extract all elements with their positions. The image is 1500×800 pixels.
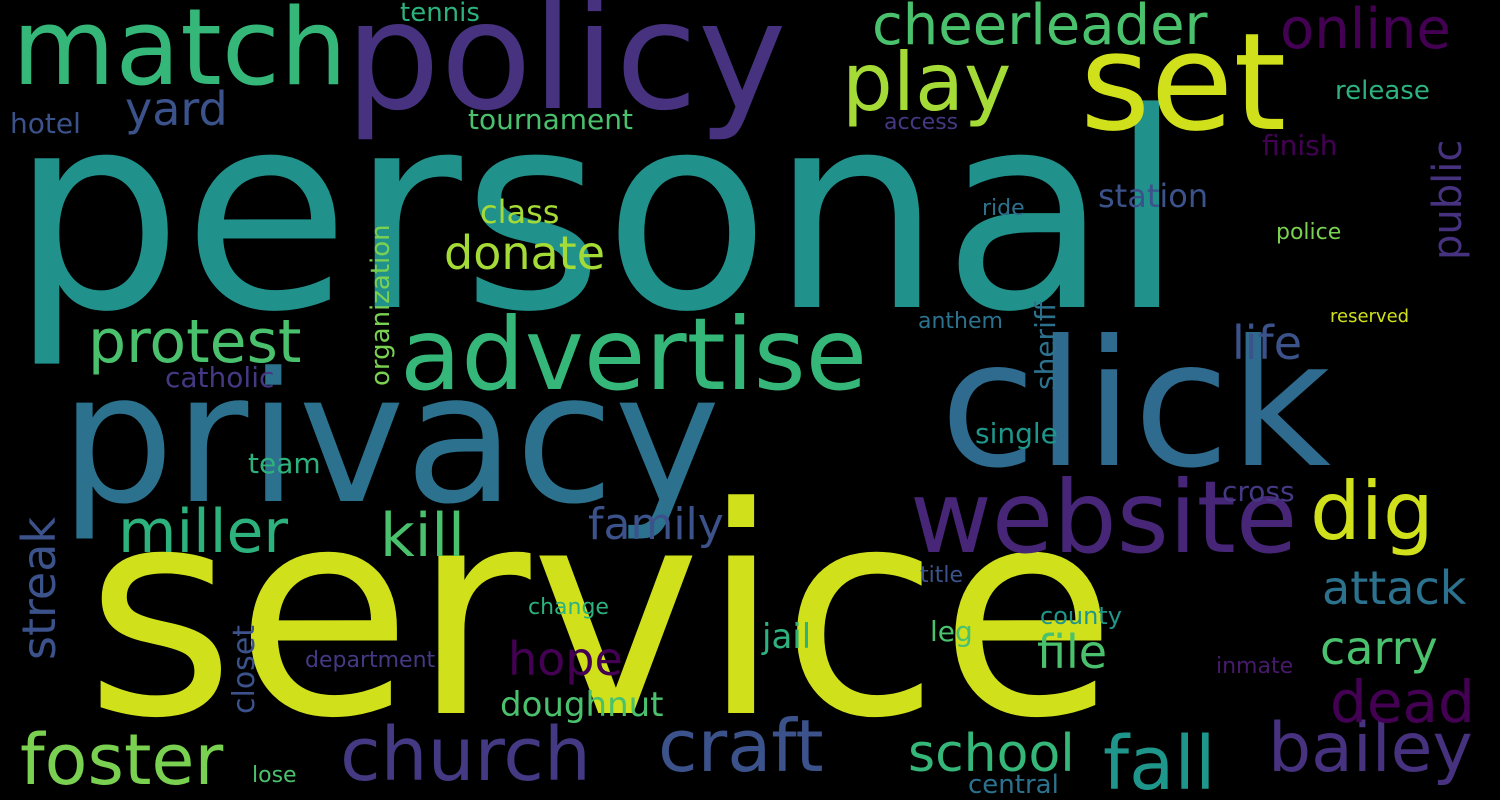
word-closet: closet xyxy=(227,624,262,714)
word-bailey: bailey xyxy=(1268,709,1473,788)
word-dig: dig xyxy=(1310,465,1434,558)
word-advertise: advertise xyxy=(400,296,868,413)
word-website: website xyxy=(910,459,1298,576)
word-hotel: hotel xyxy=(10,107,81,140)
word-jail: jail xyxy=(762,617,812,657)
word-file: file xyxy=(1037,625,1108,679)
word-lose: lose xyxy=(252,763,297,788)
word-department: department xyxy=(305,648,436,673)
word-cross: cross xyxy=(1222,475,1295,508)
word-hope: hope xyxy=(508,632,623,686)
word-sheriff: sheriff xyxy=(1029,301,1062,390)
word-click: click xyxy=(940,304,1332,507)
word-doughnut: doughnut xyxy=(500,685,664,725)
word-finish: finish xyxy=(1262,129,1338,162)
word-county: county xyxy=(1040,602,1122,630)
word-match: match xyxy=(12,0,348,109)
word-policy: policy xyxy=(345,0,787,144)
word-school: school xyxy=(908,724,1075,784)
word-kill: kill xyxy=(380,501,465,571)
word-church: church xyxy=(340,712,591,798)
word-yard: yard xyxy=(125,82,228,136)
word-dead: dead xyxy=(1330,668,1475,736)
word-organization: organization xyxy=(366,224,396,386)
word-foster: foster xyxy=(20,719,224,800)
word-service: service xyxy=(85,446,1117,781)
word-craft: craft xyxy=(658,704,824,788)
word-release: release xyxy=(1335,76,1430,106)
word-change: change xyxy=(528,595,609,620)
word-life: life xyxy=(1232,316,1303,370)
word-single: single xyxy=(975,417,1058,450)
word-class: class xyxy=(480,193,560,231)
word-central: central xyxy=(968,770,1059,800)
word-leg: leg xyxy=(930,615,973,648)
word-cheerleader: cheerleader xyxy=(872,0,1208,58)
word-family: family xyxy=(588,499,724,550)
word-privacy: privacy xyxy=(60,335,721,544)
word-station: station xyxy=(1098,177,1209,215)
word-title: title xyxy=(920,563,964,588)
word-protest: protest xyxy=(88,307,302,377)
word-access: access xyxy=(884,110,959,135)
word-tournament: tournament xyxy=(468,103,634,136)
word-carry: carry xyxy=(1320,621,1438,675)
word-inmate: inmate xyxy=(1216,654,1294,679)
word-fall: fall xyxy=(1103,721,1216,800)
word-public: public xyxy=(1425,139,1471,260)
word-team: team xyxy=(248,447,321,480)
word-play: play xyxy=(842,36,1012,129)
word-donate: donate xyxy=(444,226,606,280)
word-personal: personal xyxy=(10,56,1185,372)
word-anthem: anthem xyxy=(918,309,1003,334)
word-ride: ride xyxy=(982,196,1025,221)
word-online: online xyxy=(1280,0,1451,62)
word-tennis: tennis xyxy=(400,0,480,28)
word-streak: streak xyxy=(12,516,66,660)
word-miller: miller xyxy=(118,497,289,567)
word-reserved: reserved xyxy=(1330,306,1410,327)
word-attack: attack xyxy=(1322,561,1467,615)
word-police: police xyxy=(1276,220,1342,245)
word-catholic: catholic xyxy=(165,361,275,394)
word-set: set xyxy=(1080,4,1287,161)
